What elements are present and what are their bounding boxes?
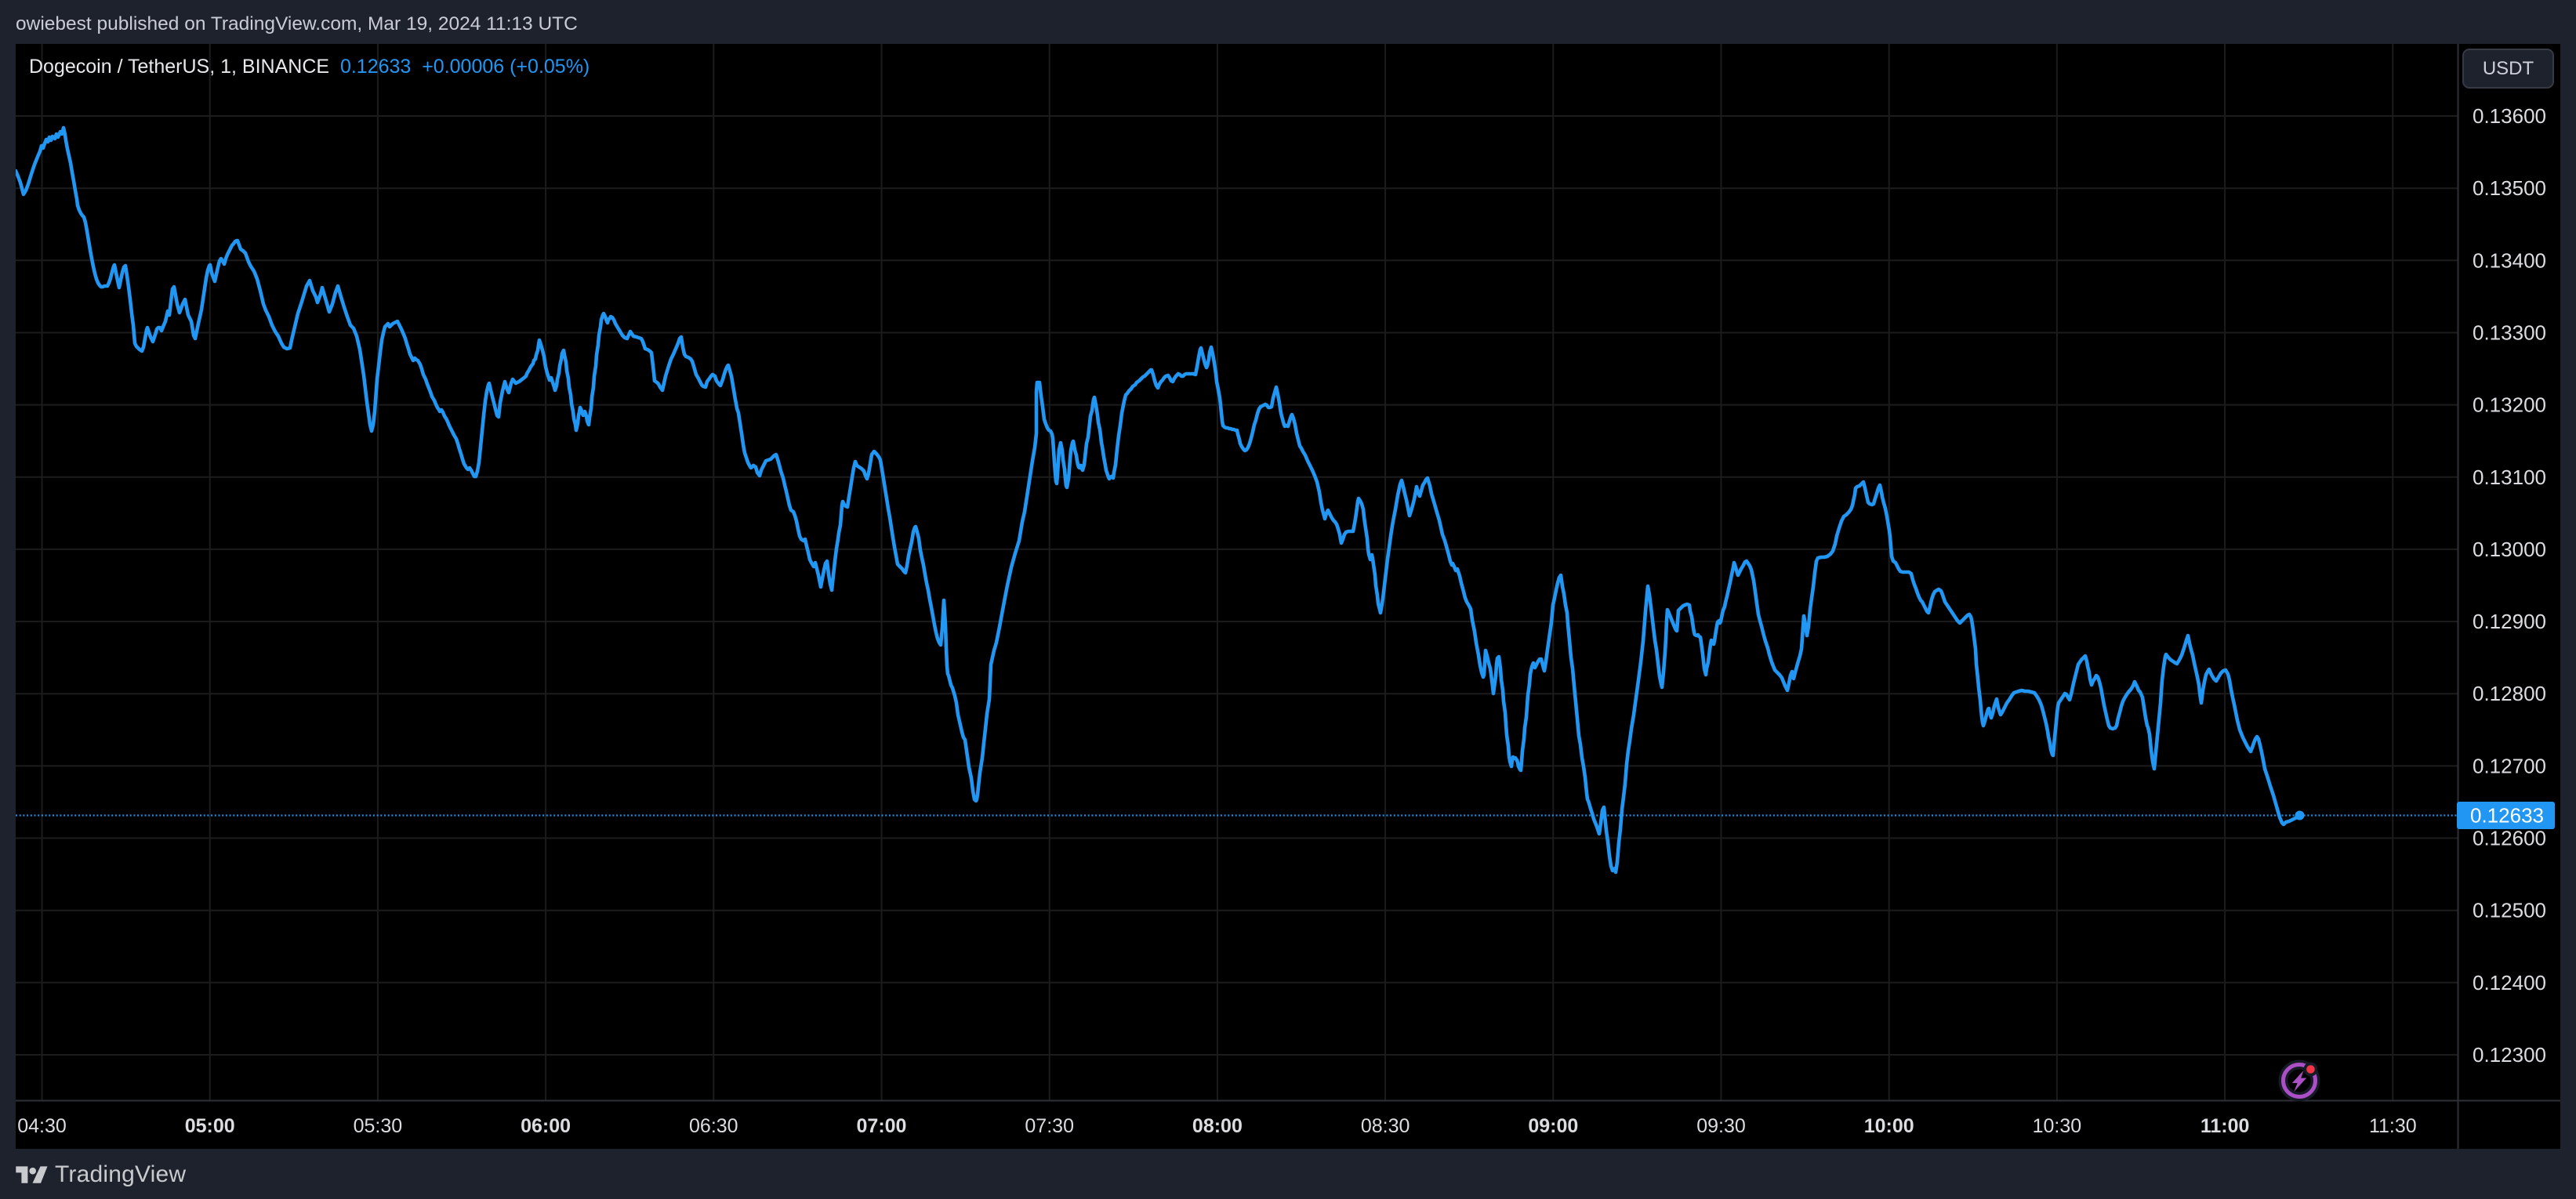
svg-text:0.13500: 0.13500 [2473, 176, 2546, 200]
svg-text:0.13600: 0.13600 [2473, 104, 2546, 128]
svg-text:0.12600: 0.12600 [2473, 827, 2546, 850]
svg-text:07:30: 07:30 [1025, 1115, 1074, 1137]
svg-text:06:30: 06:30 [689, 1115, 738, 1137]
svg-text:10:30: 10:30 [2033, 1115, 2082, 1137]
svg-text:11:30: 11:30 [2369, 1115, 2417, 1137]
svg-text:08:00: 08:00 [1192, 1115, 1243, 1137]
svg-text:07:00: 07:00 [857, 1115, 907, 1137]
svg-text:09:00: 09:00 [1528, 1115, 1578, 1137]
svg-text:0.12300: 0.12300 [2473, 1043, 2546, 1067]
svg-text:0.13200: 0.13200 [2473, 393, 2546, 417]
svg-text:10:00: 10:00 [1864, 1115, 1914, 1137]
svg-text:0.12800: 0.12800 [2473, 682, 2546, 705]
svg-text:0.12633: 0.12633 [2470, 804, 2544, 828]
svg-text:09:30: 09:30 [1696, 1115, 1746, 1137]
svg-text:05:30: 05:30 [354, 1115, 403, 1137]
svg-text:0.12900: 0.12900 [2473, 610, 2546, 633]
svg-text:05:00: 05:00 [185, 1115, 235, 1137]
svg-text:0.12700: 0.12700 [2473, 754, 2546, 777]
svg-text:11:00: 11:00 [2200, 1115, 2250, 1137]
svg-text:06:00: 06:00 [521, 1115, 571, 1137]
svg-text:04:30: 04:30 [17, 1115, 67, 1137]
svg-text:0.12500: 0.12500 [2473, 899, 2546, 922]
svg-text:0.13300: 0.13300 [2473, 321, 2546, 345]
svg-text:0.13100: 0.13100 [2473, 465, 2546, 489]
svg-text:08:30: 08:30 [1361, 1115, 1410, 1137]
svg-text:0.13000: 0.13000 [2473, 538, 2546, 561]
svg-text:0.12400: 0.12400 [2473, 971, 2546, 994]
svg-text:0.13400: 0.13400 [2473, 248, 2546, 272]
